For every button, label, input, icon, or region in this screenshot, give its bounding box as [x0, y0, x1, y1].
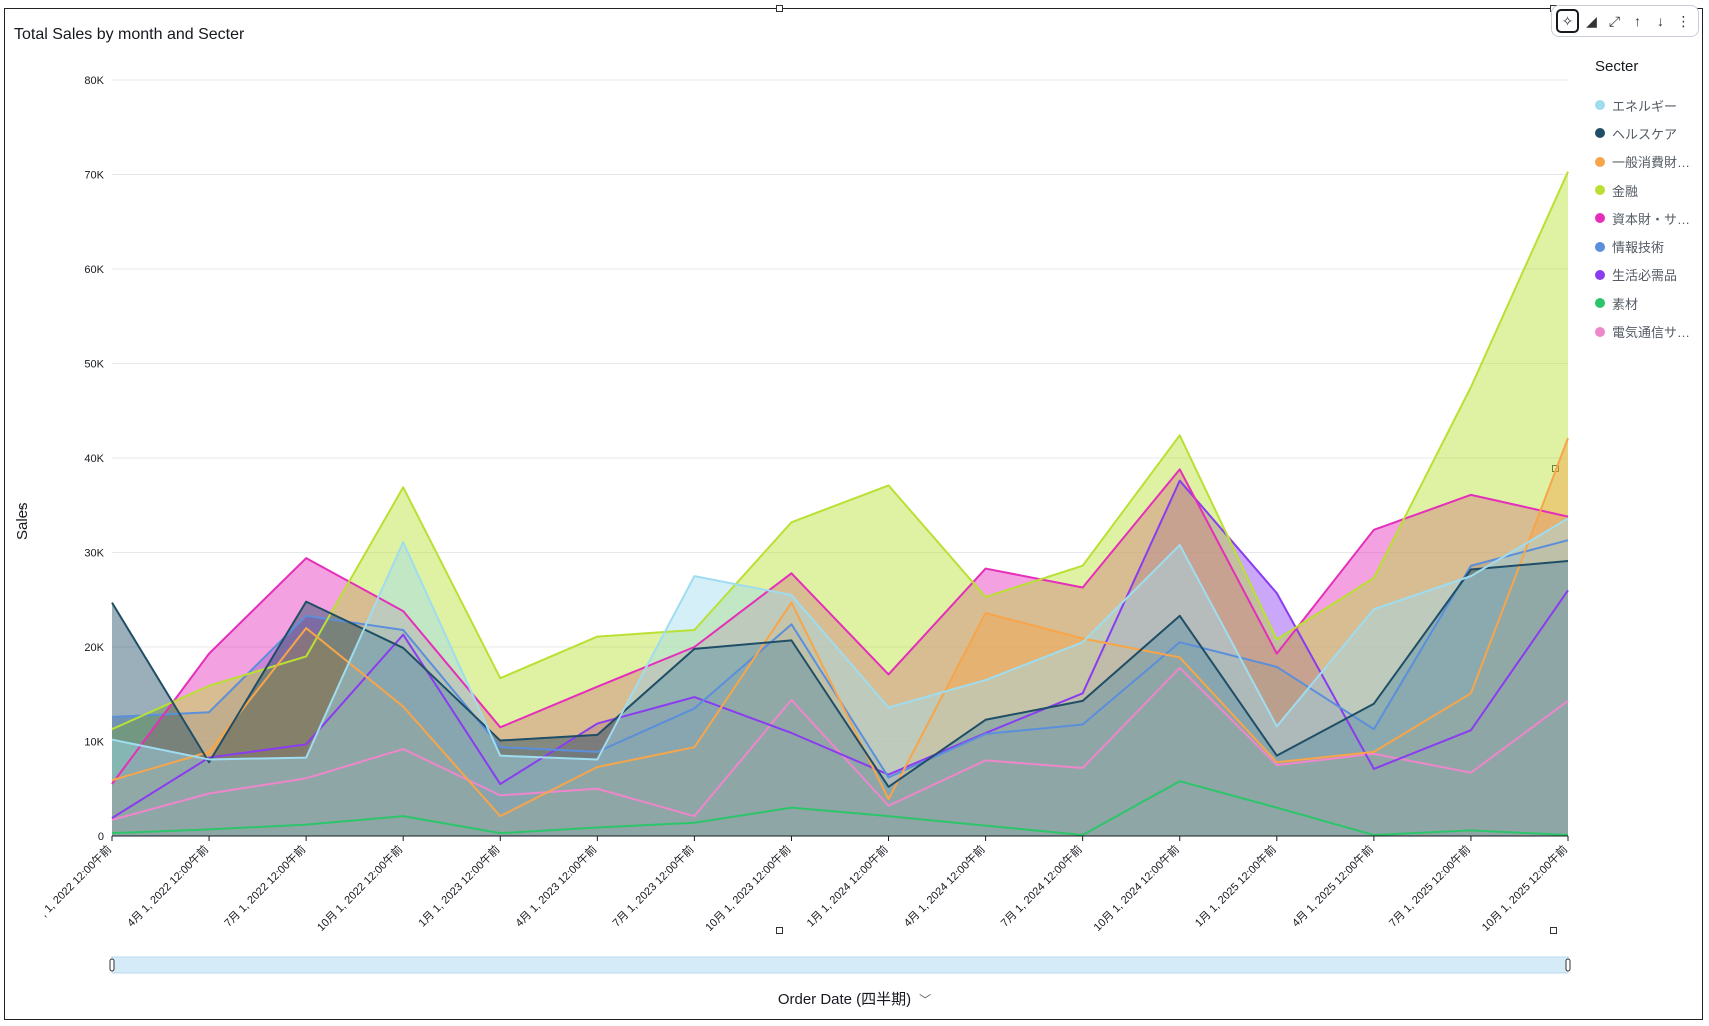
chart-settings-icon[interactable]: ◢ [1586, 12, 1597, 29]
legend-label: 資本財・サ… [1612, 211, 1691, 227]
y-tick-label: 70K [84, 170, 104, 182]
legend-title: Secter [1595, 58, 1639, 75]
legend-item[interactable]: エネルギー [1595, 91, 1705, 119]
chevron-right-icon[interactable]: › [20, 500, 25, 515]
y-tick-label: 60K [84, 264, 104, 276]
arrow-down-icon[interactable]: ↓ [1657, 13, 1664, 29]
legend-items: エネルギーヘルスケア一般消費財… 金融資本財・サ… 情報技術生活必需品素材電気通信サ… [1595, 91, 1705, 346]
resize-handle-bottom-right[interactable] [1550, 927, 1557, 934]
x-axis-title: Order Date (四半期) [777, 991, 912, 1008]
x-axis-title-row: Order Date (四半期) ﹀ [0, 988, 1709, 1009]
legend-item[interactable]: 生活必需品 [1595, 261, 1705, 289]
sparkle-icon[interactable]: ✧ [1556, 9, 1579, 33]
legend-label: 金融 [1612, 183, 1639, 199]
x-tick-label: 7月 1, 2025 12:00午前 [1386, 842, 1473, 929]
expand-icon[interactable]: ⤢ [1608, 12, 1621, 29]
legend-item[interactable]: 金融 [1595, 176, 1705, 204]
x-tick-label: 4月 1, 2024 12:00午前 [900, 842, 987, 929]
range-slider-handle-right[interactable] [1565, 958, 1571, 972]
legend-item[interactable]: 一般消費財… [1595, 148, 1705, 176]
legend-item[interactable]: 素材 [1595, 289, 1705, 317]
legend-label: 素材 [1612, 296, 1639, 312]
x-tick-label: 10月 1, 2024 12:00午前 [1090, 842, 1182, 934]
x-tick-label: 4月 1, 2023 12:00午前 [512, 842, 599, 929]
series-line-7 [111, 780, 1569, 837]
x-tick-label: 7月 1, 2024 12:00午前 [997, 842, 1084, 929]
area-5 [112, 540, 1568, 836]
legend-label: 情報技術 [1612, 240, 1665, 256]
series-line-0 [111, 517, 1569, 761]
x-tick-label: 1月 1, 2025 12:00午前 [1192, 842, 1279, 929]
legend-item[interactable]: ヘルスケア [1595, 119, 1705, 147]
legend-swatch [1595, 326, 1605, 337]
legend: Secter エネルギーヘルスケア一般消費財… 金融資本財・サ… 情報技術生活必需品… [1595, 58, 1705, 346]
series-line-3 [111, 171, 1569, 731]
x-tick-label: 10月 1, 2023 12:00午前 [702, 842, 794, 934]
resize-handle-bottom[interactable] [776, 927, 783, 934]
legend-swatch [1595, 156, 1605, 167]
area-2 [112, 438, 1568, 836]
y-tick-label: 80K [84, 75, 104, 87]
x-tick-label: 7月 1, 2023 12:00午前 [609, 842, 696, 929]
more-options-icon[interactable]: ⋮ [1676, 12, 1691, 29]
chevron-down-icon[interactable]: ﹀ [919, 993, 932, 1007]
series-line-2 [111, 437, 1569, 818]
legend-label: エネルギー [1612, 98, 1678, 114]
legend-item[interactable]: 電気通信サ… [1595, 317, 1705, 345]
area-7 [112, 781, 1568, 836]
legend-swatch [1595, 298, 1605, 309]
legend-swatch [1595, 128, 1605, 139]
series-line-1 [111, 560, 1569, 788]
range-slider-handle-left[interactable] [109, 958, 115, 972]
y-tick-label: 40K [84, 453, 104, 465]
legend-label: 生活必需品 [1612, 268, 1678, 284]
legend-item[interactable]: 資本財・サ… [1595, 204, 1705, 232]
legend-swatch [1595, 241, 1605, 252]
x-tick-label: 1月 1, 2024 12:00午前 [803, 842, 890, 929]
legend-label: ヘルスケア [1612, 126, 1678, 142]
legend-item[interactable]: 情報技術 [1595, 232, 1705, 260]
x-tick-label: 4月 1, 2022 12:00午前 [124, 842, 211, 929]
x-tick-label: , 1, 2022 12:00午前 [37, 842, 114, 919]
area-0 [112, 518, 1568, 836]
chart-title: Total Sales by month and Secter [14, 26, 245, 43]
legend-swatch [1595, 213, 1605, 224]
legend-swatch [1595, 269, 1605, 280]
arrow-up-icon[interactable]: ↑ [1634, 13, 1641, 29]
area-8 [112, 667, 1568, 836]
x-tick-label: 10月 1, 2025 12:00午前 [1478, 842, 1570, 934]
series-line-6 [111, 479, 1569, 819]
y-tick-label: 0 [98, 831, 104, 843]
y-tick-label: 10K [84, 737, 104, 749]
legend-swatch [1595, 100, 1605, 111]
visual-toolbar: ✧ ◢ ⤢ ↑ ↓ ⋮ [1551, 5, 1699, 37]
range-slider-track [111, 956, 1569, 974]
legend-label: 一般消費財… [1612, 155, 1691, 171]
x-tick-label: 4月 1, 2025 12:00午前 [1289, 842, 1376, 929]
legend-swatch [1595, 185, 1605, 196]
x-tick-label: 7月 1, 2022 12:00午前 [221, 842, 308, 929]
series-line-4 [111, 468, 1569, 785]
x-tick-label: 10月 1, 2022 12:00午前 [314, 842, 406, 934]
legend-label: 電気通信サ… [1612, 325, 1691, 341]
x-tick-label: 1月 1, 2023 12:00午前 [415, 842, 502, 929]
resize-handle-top[interactable] [776, 5, 783, 12]
y-tick-label: 50K [84, 359, 104, 371]
area-1 [112, 561, 1568, 836]
y-tick-label: 20K [84, 642, 104, 654]
y-tick-label: 30K [84, 548, 104, 560]
